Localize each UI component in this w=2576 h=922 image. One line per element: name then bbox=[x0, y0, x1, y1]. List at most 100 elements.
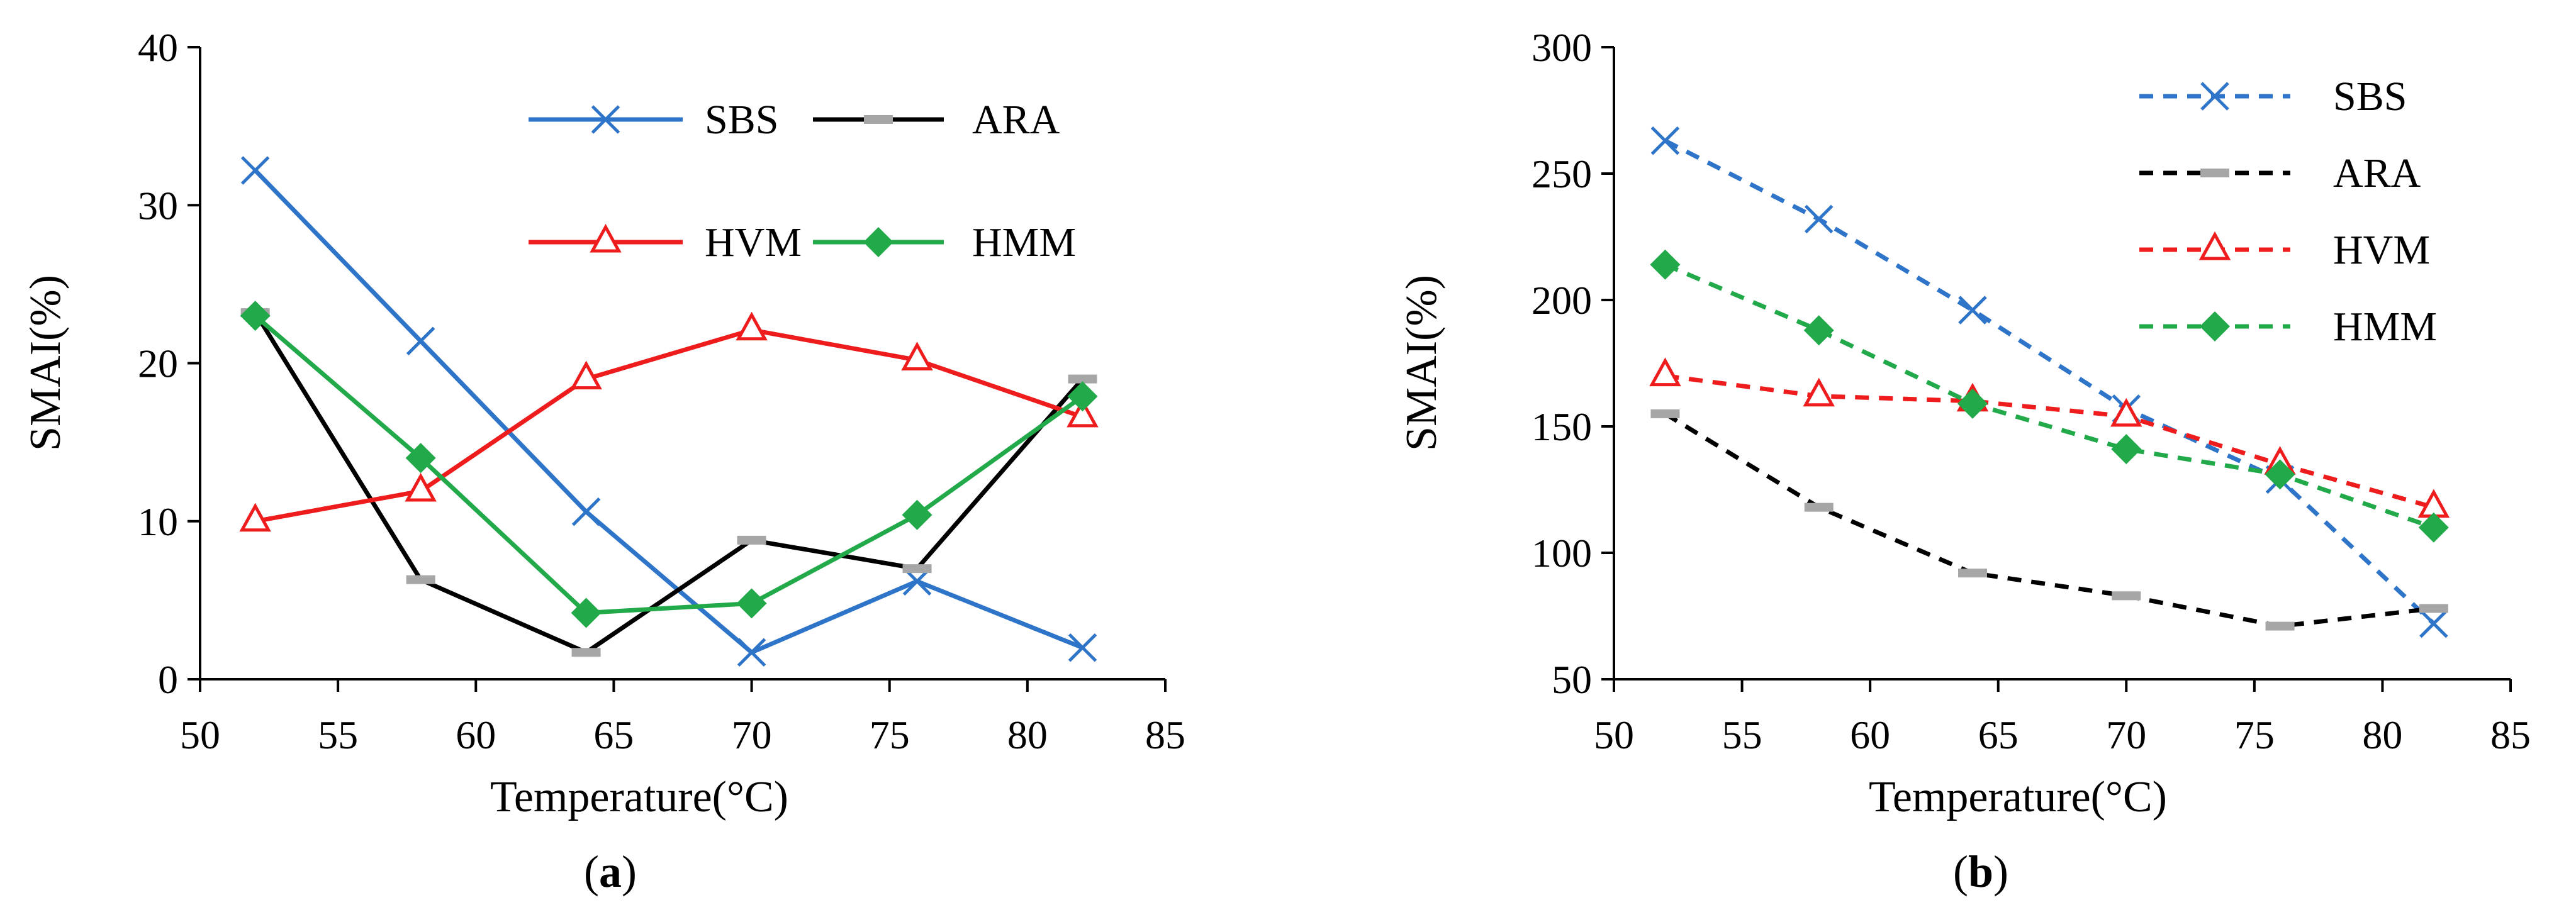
data-point-hvm bbox=[736, 311, 768, 341]
data-point-sbs bbox=[1958, 296, 1987, 325]
x-tick-label: 50 bbox=[1594, 713, 1634, 757]
y-tick-label: 0 bbox=[158, 657, 178, 702]
y-axis-label: SMAI(%) bbox=[21, 275, 70, 451]
data-point-ara bbox=[902, 564, 932, 574]
data-point-hvm bbox=[1803, 377, 1835, 407]
data-point-ara bbox=[571, 648, 601, 657]
y-tick-label: 300 bbox=[1532, 25, 1592, 70]
caption-letter: b bbox=[1968, 847, 1993, 897]
x-tick-label: 60 bbox=[456, 713, 496, 757]
data-point-hmm bbox=[2265, 459, 2295, 490]
caption-open-paren: ( bbox=[1953, 847, 1968, 897]
data-point-sbs bbox=[1650, 126, 1680, 155]
legend-label-sbs: SBS bbox=[2333, 74, 2407, 119]
y-tick-label: 30 bbox=[138, 183, 178, 228]
data-point-hmm bbox=[571, 597, 602, 628]
caption-open-paren: ( bbox=[584, 847, 599, 897]
legend-label-hvm: HVM bbox=[705, 219, 802, 265]
legend-marker-hvm bbox=[590, 223, 622, 253]
data-point-hmm bbox=[2111, 434, 2142, 465]
data-point-hmm bbox=[736, 588, 767, 619]
y-tick-label: 20 bbox=[138, 342, 178, 386]
x-tick-label: 65 bbox=[593, 713, 634, 757]
data-point-hvm bbox=[901, 342, 933, 370]
series-line-ara bbox=[1664, 411, 2434, 629]
data-point-hmm bbox=[240, 301, 271, 331]
data-point-hmm bbox=[2418, 512, 2449, 543]
y-tick-label: 150 bbox=[1532, 404, 1592, 449]
x-tick-label: 80 bbox=[2362, 713, 2402, 757]
series-line-sbs bbox=[1664, 138, 2436, 626]
series-line-hvm bbox=[255, 328, 1084, 524]
x-tick-label: 75 bbox=[870, 713, 910, 757]
x-tick-label: 55 bbox=[318, 713, 358, 757]
series-line-ara bbox=[253, 311, 1085, 655]
panel-a: 0 10 20 30 40 50 55 60 65 70 75 80 85 SMAI(%) Temperat… bbox=[21, 25, 1185, 897]
data-point-sbs bbox=[1804, 204, 1834, 234]
y-tick-label: 50 bbox=[1552, 657, 1592, 702]
x-tick-label: 80 bbox=[1007, 713, 1048, 757]
data-point-hvm bbox=[2110, 397, 2142, 427]
data-point-hvm bbox=[1649, 357, 1681, 387]
caption-letter: a bbox=[599, 847, 622, 897]
x-tick-label: 85 bbox=[1145, 713, 1185, 757]
data-point-ara bbox=[1650, 409, 1680, 418]
x-axis-label: Temperature(°C) bbox=[1869, 773, 2167, 821]
legend-label-sbs: SBS bbox=[705, 97, 778, 143]
legend-label-hvm: HVM bbox=[2333, 227, 2430, 273]
series-line-sbs bbox=[254, 169, 1084, 655]
legend-marker-ara bbox=[2200, 169, 2229, 177]
data-point-hmm bbox=[405, 443, 436, 474]
data-point-ara bbox=[2265, 621, 2295, 631]
data-point-sbs bbox=[240, 156, 270, 185]
legend-label-ara: ARA bbox=[972, 97, 1060, 143]
data-point-ara bbox=[406, 575, 435, 584]
data-point-hvm bbox=[570, 360, 602, 390]
y-tick-label: 250 bbox=[1532, 152, 1592, 196]
x-tick-label: 55 bbox=[1722, 713, 1762, 757]
data-point-sbs bbox=[571, 497, 601, 526]
data-point-sbs bbox=[1068, 633, 1097, 662]
y-tick-label: 10 bbox=[138, 499, 178, 544]
legend-marker-hmm bbox=[2200, 311, 2230, 342]
series-line-hmm bbox=[1664, 262, 2435, 530]
data-point-ara bbox=[1958, 569, 1987, 578]
y-tick-label: 40 bbox=[138, 25, 178, 70]
legend-label-hmm: HMM bbox=[972, 219, 1076, 265]
legend-marker-sbs bbox=[2200, 82, 2229, 111]
caption-close-paren: ) bbox=[622, 847, 637, 897]
y-axis-label: SMAI(%) bbox=[1397, 275, 1446, 451]
data-point-sbs bbox=[406, 326, 435, 356]
data-point-ara bbox=[2112, 591, 2141, 601]
x-tick-label: 75 bbox=[2234, 713, 2275, 757]
data-point-hvm bbox=[239, 503, 271, 532]
data-point-hmm bbox=[1067, 381, 1098, 412]
legend-marker-hmm bbox=[863, 227, 893, 257]
data-point-ara bbox=[1068, 374, 1097, 384]
data-point-hmm bbox=[1650, 249, 1681, 280]
x-tick-label: 60 bbox=[1850, 713, 1890, 757]
x-tick-label: 65 bbox=[1978, 713, 2019, 757]
x-tick-label: 70 bbox=[732, 713, 772, 757]
panel-caption: (b) bbox=[1953, 847, 2008, 897]
legend-marker-hvm bbox=[2198, 231, 2231, 260]
data-point-sbs bbox=[737, 638, 766, 667]
series-line-hmm bbox=[254, 314, 1084, 615]
y-tick-label: 100 bbox=[1532, 531, 1592, 575]
caption-close-paren: ) bbox=[1993, 847, 2008, 897]
panel-b: 50 100 150 200 250 300 50 55 60 65 70 75 80 85 SMAI(%)… bbox=[1397, 25, 2531, 897]
x-tick-label: 70 bbox=[2106, 713, 2146, 757]
data-point-hmm bbox=[1803, 315, 1834, 346]
panel-caption: (a) bbox=[584, 847, 637, 897]
data-point-ara bbox=[1804, 503, 1834, 512]
data-point-sbs bbox=[2419, 609, 2448, 638]
y-tick-label: 200 bbox=[1532, 278, 1592, 323]
data-point-hvm bbox=[405, 472, 437, 502]
series-line-hvm bbox=[1664, 374, 2434, 509]
data-point-hvm bbox=[1067, 398, 1099, 428]
data-point-hmm bbox=[902, 499, 932, 530]
data-point-ara bbox=[737, 535, 766, 545]
x-tick-label: 85 bbox=[2490, 713, 2531, 757]
data-point-ara bbox=[2419, 604, 2448, 613]
